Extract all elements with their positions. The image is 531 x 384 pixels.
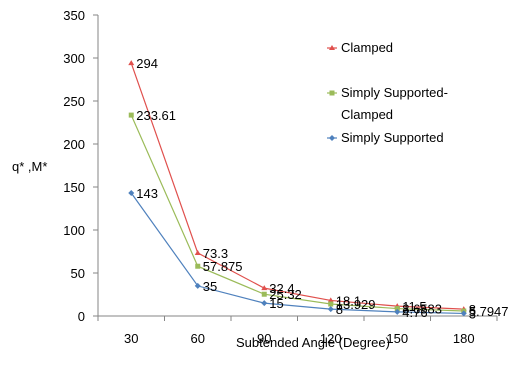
data-point — [327, 306, 334, 313]
legend-marker — [329, 90, 335, 96]
x-tick-label: 150 — [386, 331, 408, 346]
data-labels: 294 73.3 32.4 18.1 11.5 8 233.61 57.875 25.32 13.… — [136, 56, 508, 321]
data-point — [327, 297, 334, 303]
legend-label: Simply Supported — [341, 130, 444, 145]
series-markers — [128, 60, 467, 317]
y-tick-label: 50 — [71, 266, 85, 281]
data-label: 11.5 — [402, 299, 426, 314]
data-label: 18.1 — [336, 293, 361, 308]
y-tick-label: 200 — [63, 137, 85, 152]
data-point — [195, 263, 201, 269]
data-label: 4.76 — [402, 305, 427, 320]
x-tick-label: 120 — [320, 331, 342, 346]
data-label: 25.32 — [269, 287, 302, 302]
data-label: 8 — [469, 302, 476, 317]
data-label: 294 — [136, 56, 158, 71]
legend-label: Simply Supported- — [341, 85, 448, 100]
data-label: 3 — [469, 306, 476, 321]
legend-label: Clamped — [341, 107, 393, 122]
data-point — [460, 310, 467, 317]
data-point — [261, 291, 267, 297]
data-point — [194, 249, 201, 255]
data-label: 57.875 — [203, 259, 243, 274]
y-tick-label: 150 — [63, 180, 85, 195]
legend: Clamped Simply Supported- Clamped Simply Su… — [327, 40, 448, 145]
x-tick-label: 30 — [124, 331, 138, 346]
series-line — [130, 62, 464, 310]
data-label: 15 — [269, 296, 283, 311]
data-label: 5.7947 — [469, 304, 509, 319]
data-label: 8 — [336, 302, 343, 317]
axes: 0 50 100 150 200 250 300 350 30 60 90 120 150 180 — [63, 8, 498, 346]
data-label: 35 — [203, 279, 217, 294]
series-line — [130, 114, 464, 312]
data-point — [128, 112, 134, 118]
x-axis-label: Subtended Angle (Degree) — [236, 335, 390, 350]
y-tick-label: 350 — [63, 8, 85, 23]
x-tick-label: 180 — [453, 331, 475, 346]
data-point — [261, 285, 268, 291]
data-label: 13.929 — [336, 297, 376, 312]
x-tick-label: 90 — [257, 331, 271, 346]
y-tick-label: 300 — [63, 51, 85, 66]
y-tick-label: 250 — [63, 94, 85, 109]
data-label: 32.4 — [269, 281, 294, 296]
series-lines — [130, 62, 464, 315]
legend-label: Clamped — [341, 40, 393, 55]
series-line — [130, 192, 464, 315]
x-tick-label: 60 — [191, 331, 205, 346]
data-label: 233.61 — [136, 108, 176, 123]
data-point — [194, 282, 201, 289]
data-label: 73.3 — [203, 246, 228, 261]
data-point — [328, 301, 334, 307]
y-tick-label: 0 — [78, 309, 85, 324]
legend-marker — [329, 45, 335, 50]
data-point — [394, 306, 400, 312]
data-label: 143 — [136, 186, 158, 201]
y-axis-label: q* ,M* — [12, 159, 47, 174]
data-point — [128, 190, 135, 197]
legend-marker — [329, 135, 335, 141]
data-point — [128, 60, 135, 66]
data-label: 8.6583 — [402, 302, 442, 317]
data-point — [261, 300, 268, 307]
data-point — [394, 308, 401, 315]
y-tick-label: 100 — [63, 223, 85, 238]
